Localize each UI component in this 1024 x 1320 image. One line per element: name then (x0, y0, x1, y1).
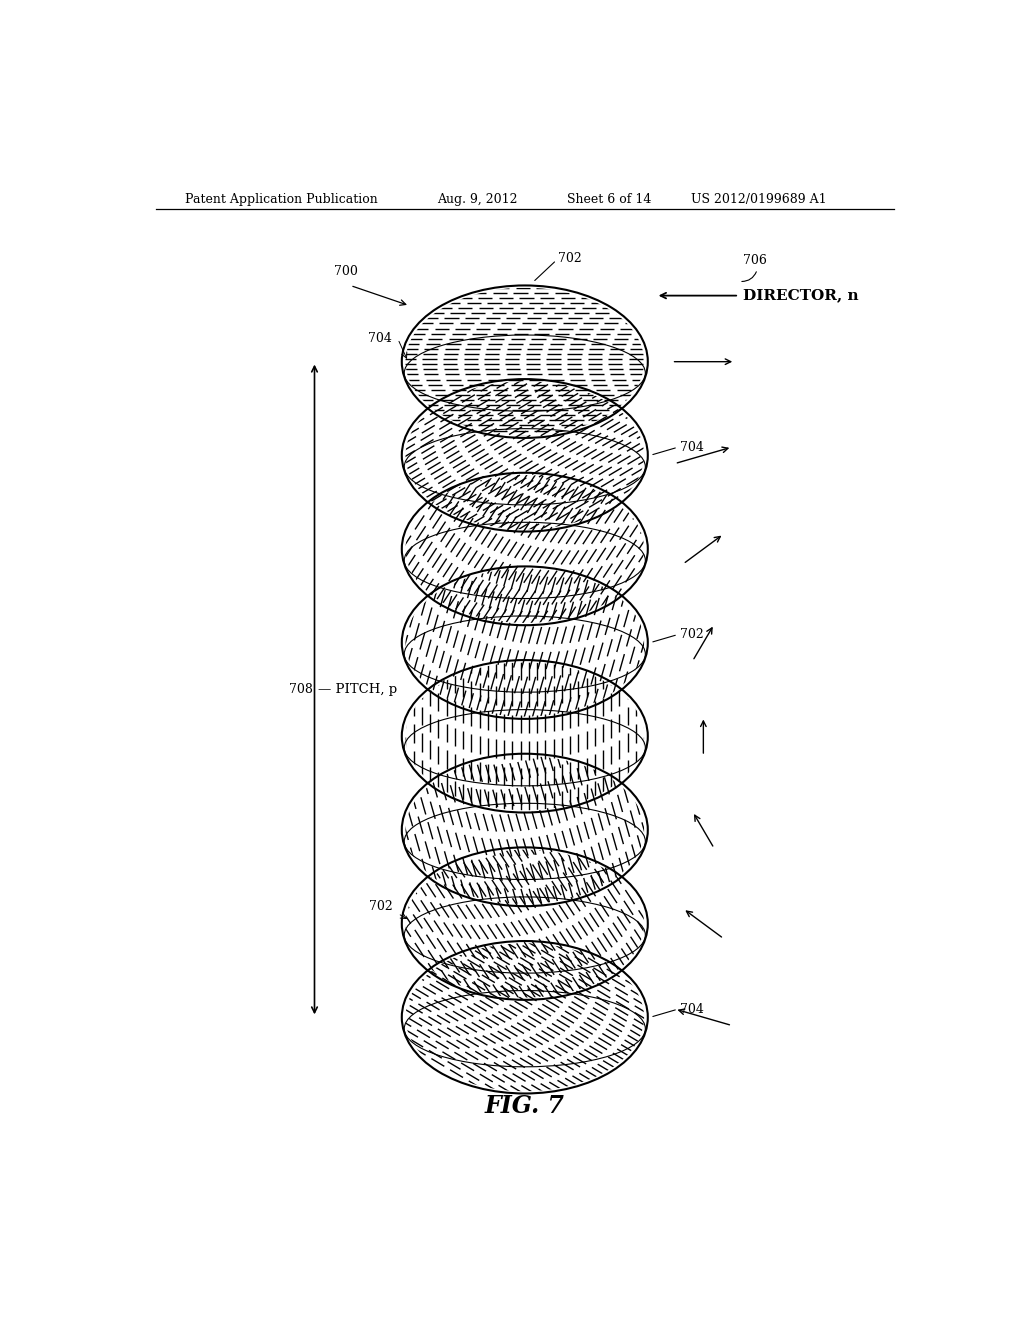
Ellipse shape (401, 379, 648, 532)
Text: Patent Application Publication: Patent Application Publication (185, 193, 378, 206)
Text: 704: 704 (680, 1003, 703, 1015)
Ellipse shape (401, 941, 648, 1093)
Text: Sheet 6 of 14: Sheet 6 of 14 (567, 193, 651, 206)
Text: DIRECTOR, n: DIRECTOR, n (743, 289, 859, 302)
Ellipse shape (401, 473, 648, 626)
Text: 702: 702 (680, 628, 703, 642)
Text: 702: 702 (558, 252, 582, 264)
Text: 706: 706 (743, 255, 767, 267)
Ellipse shape (401, 847, 648, 999)
Text: 702: 702 (369, 900, 392, 913)
Text: 700: 700 (334, 265, 358, 279)
Ellipse shape (401, 660, 648, 813)
Ellipse shape (401, 754, 648, 907)
Text: 704: 704 (680, 441, 703, 454)
Text: Aug. 9, 2012: Aug. 9, 2012 (437, 193, 518, 206)
Text: — PITCH, p: — PITCH, p (318, 682, 397, 696)
Ellipse shape (401, 285, 648, 438)
Text: FIG. 7: FIG. 7 (484, 1094, 565, 1118)
Ellipse shape (401, 566, 648, 719)
Text: 708: 708 (289, 682, 313, 696)
Text: 704: 704 (369, 333, 392, 346)
Text: US 2012/0199689 A1: US 2012/0199689 A1 (691, 193, 827, 206)
